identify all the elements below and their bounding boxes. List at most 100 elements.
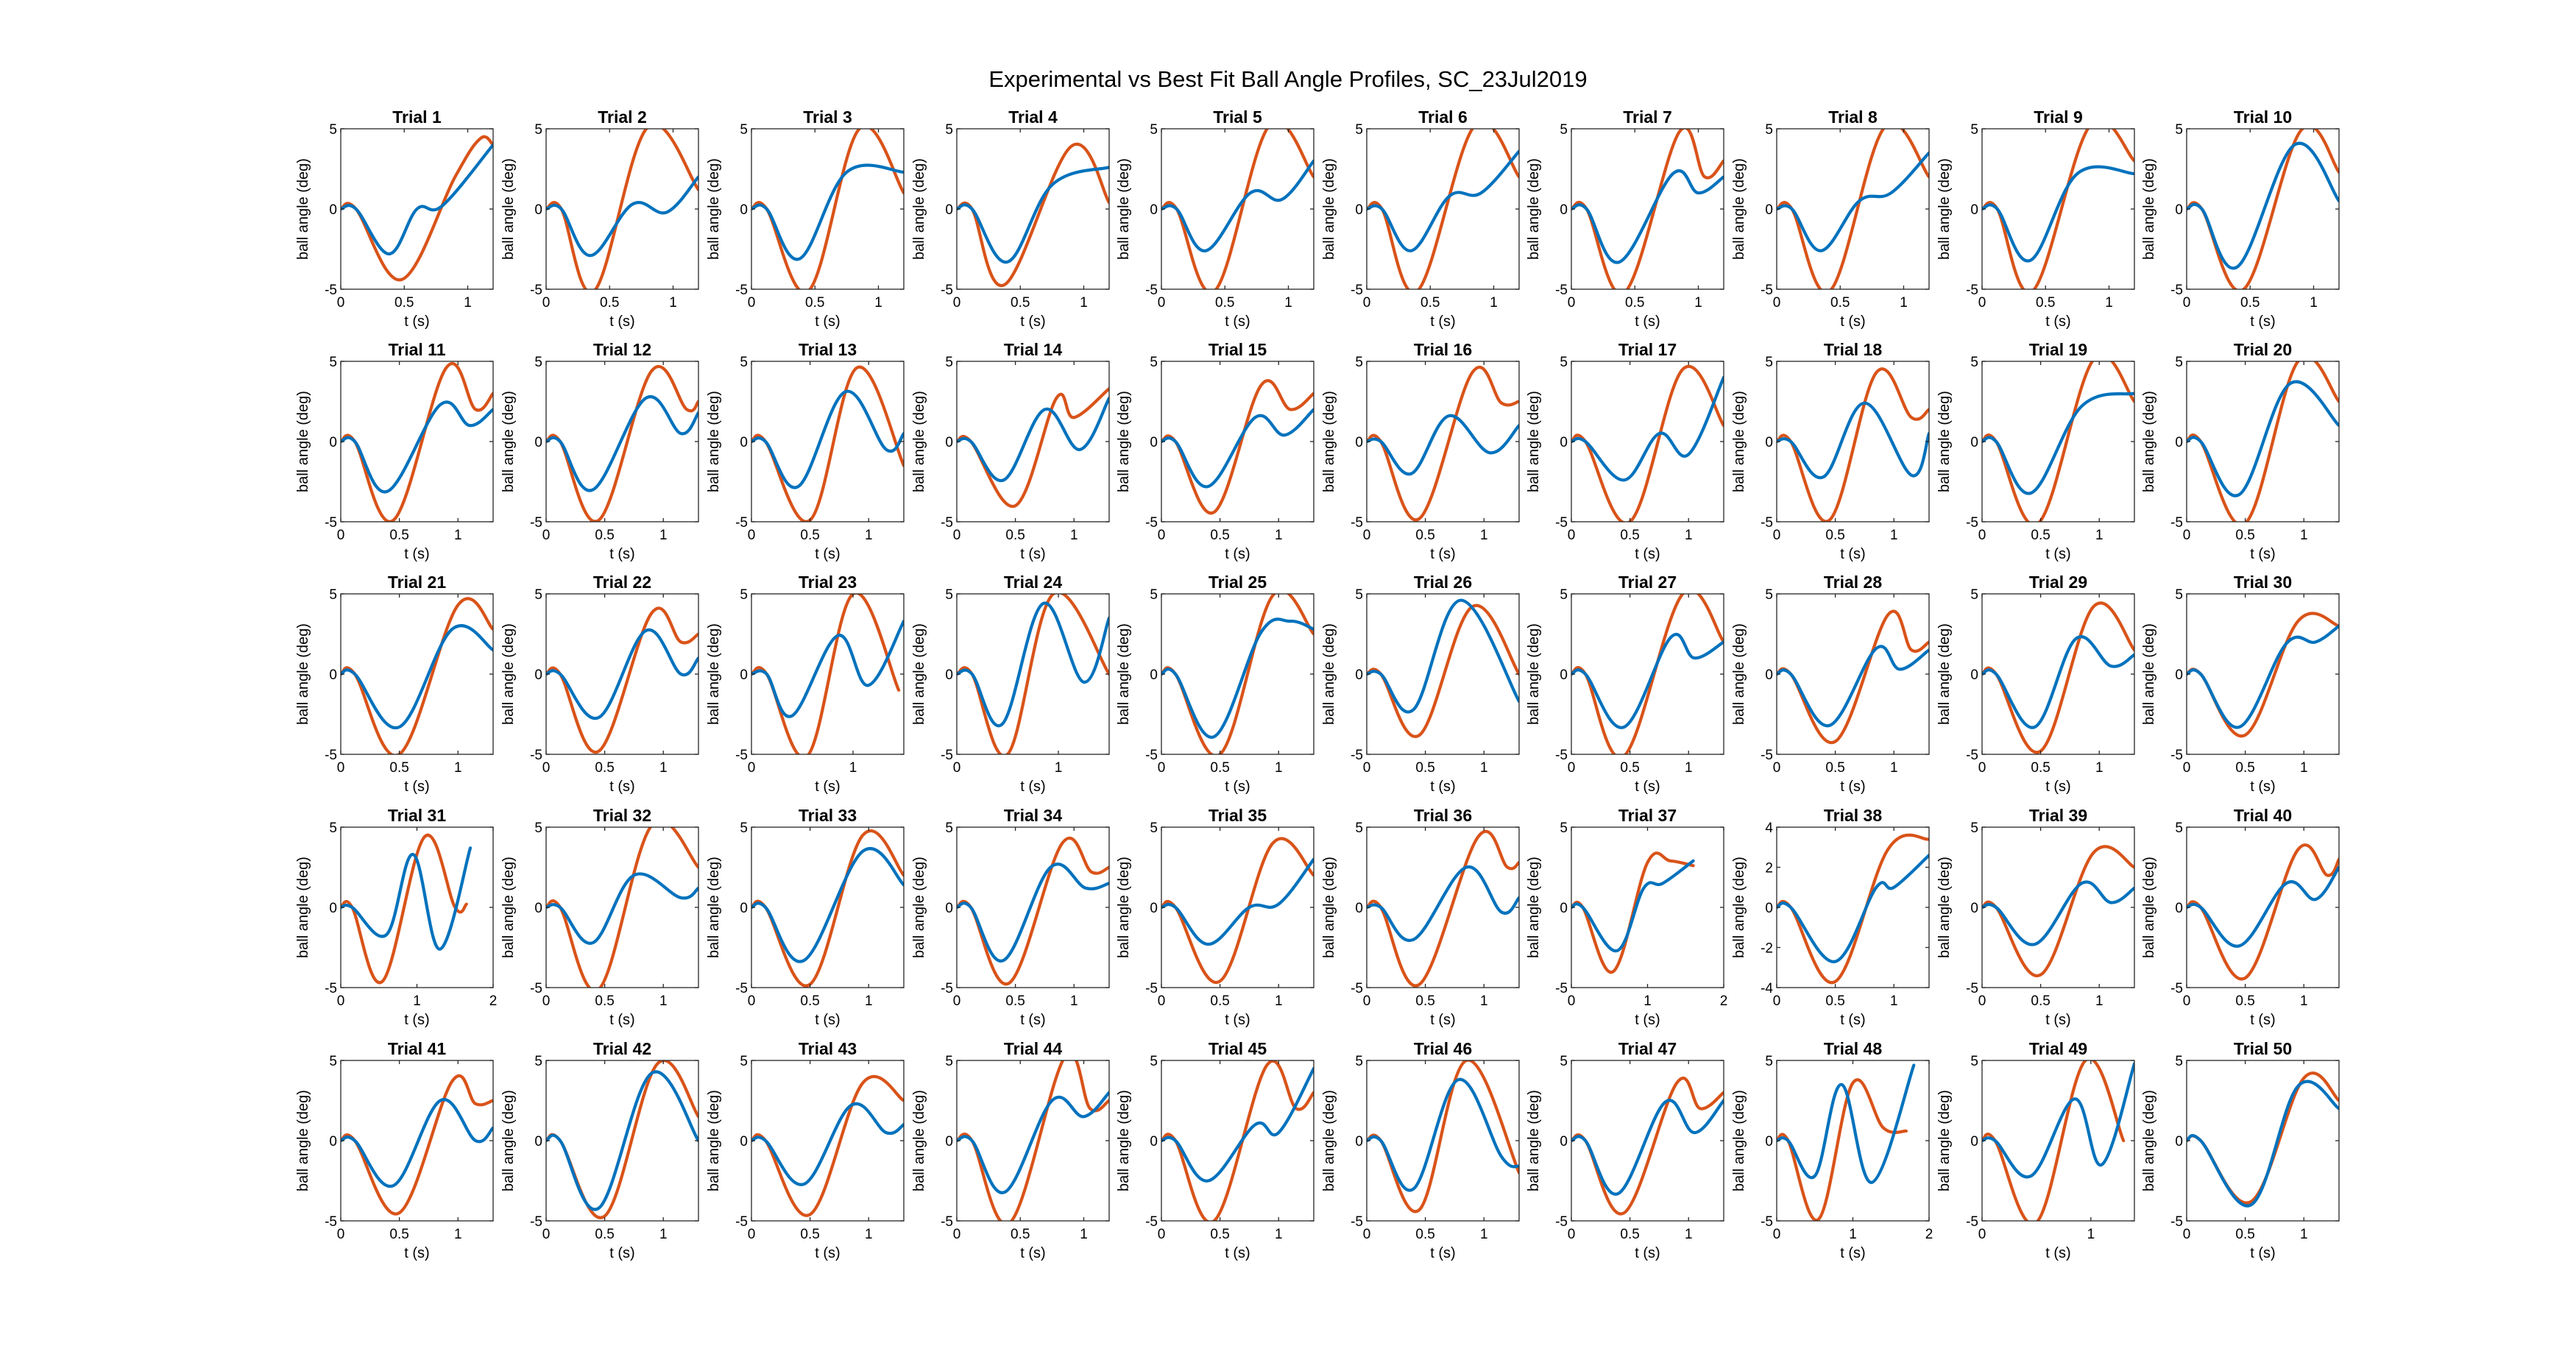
subplot-title: Trial 5 bbox=[1213, 107, 1262, 127]
y-axis-label: ball angle (deg) bbox=[1116, 857, 1132, 958]
y-tick-label: 5 bbox=[2175, 821, 2183, 836]
x-tick-label: 0 bbox=[542, 993, 551, 1009]
plot-lines bbox=[957, 1060, 1109, 1221]
axes-box bbox=[1776, 361, 1930, 522]
y-tick-label: -5 bbox=[2170, 1214, 2183, 1230]
x-tick-label: 0.5 bbox=[389, 528, 408, 543]
y-tick-label: 5 bbox=[1560, 821, 1568, 836]
subplot-38: Trial 38 -4 -2 0 2 4 0 0.5 1 t (s) ball angle (deg… bbox=[1731, 806, 1930, 1028]
y-tick-label: 0 bbox=[945, 667, 953, 683]
x-tick-label: 1 bbox=[1480, 528, 1488, 543]
y-tick-label: 5 bbox=[1970, 1054, 1978, 1069]
plot-lines bbox=[957, 387, 1109, 509]
x-axis-label: t (s) bbox=[609, 779, 634, 795]
subplot-title: Trial 45 bbox=[1209, 1039, 1267, 1058]
subplot-title: Trial 32 bbox=[593, 806, 651, 825]
subplot-title: Trial 23 bbox=[799, 573, 857, 592]
x-axis-label: t (s) bbox=[404, 313, 429, 330]
y-tick-label: 0 bbox=[1150, 1134, 1158, 1149]
x-tick-label: 0 bbox=[337, 760, 345, 776]
y-tick-label: -5 bbox=[1966, 1214, 1978, 1230]
subplot-title: Trial 7 bbox=[1623, 107, 1671, 127]
series-experimental bbox=[341, 143, 493, 256]
series-experimental bbox=[1777, 151, 1929, 252]
subplot-title: Trial 48 bbox=[1824, 1039, 1882, 1058]
x-tick-label: 0.5 bbox=[1620, 760, 1639, 776]
axes-box bbox=[1161, 593, 1314, 755]
series-best-fit bbox=[1571, 1076, 1724, 1216]
y-tick-label: 5 bbox=[1150, 355, 1158, 370]
subplot-title: Trial 42 bbox=[593, 1039, 651, 1058]
subplot-title: Trial 16 bbox=[1414, 340, 1472, 359]
y-tick-label: 5 bbox=[1355, 355, 1363, 370]
plot-lines bbox=[1571, 594, 1724, 754]
series-experimental bbox=[1982, 392, 2134, 495]
x-tick-label: 1 bbox=[659, 1227, 668, 1242]
y-axis-label: ball angle (deg) bbox=[911, 1090, 927, 1191]
plot-lines bbox=[751, 1074, 904, 1217]
y-tick-label: 0 bbox=[740, 202, 748, 218]
x-tick-label: 0.5 bbox=[2235, 993, 2254, 1009]
x-tick-label: 0.5 bbox=[1415, 993, 1434, 1009]
y-tick-label: 5 bbox=[740, 821, 748, 836]
x-axis-label: t (s) bbox=[609, 313, 634, 330]
x-tick-label: 0 bbox=[748, 993, 756, 1009]
y-tick-label: 0 bbox=[1970, 202, 1978, 218]
x-tick-label: 0 bbox=[542, 295, 551, 311]
y-tick-label: -5 bbox=[1761, 515, 1773, 531]
series-experimental bbox=[1777, 854, 1929, 963]
x-tick-label: 0 bbox=[1568, 993, 1576, 1009]
x-tick-label: 1 bbox=[454, 528, 462, 543]
y-tick-label: 5 bbox=[1150, 587, 1158, 603]
y-tick-label: -5 bbox=[1555, 748, 1568, 763]
series-experimental bbox=[1161, 1066, 1314, 1183]
x-tick-label: 0.5 bbox=[2031, 993, 2050, 1009]
plot-lines bbox=[1571, 365, 1724, 522]
x-tick-label: 1 bbox=[1070, 993, 1078, 1009]
x-axis-label: t (s) bbox=[404, 1245, 429, 1261]
series-best-fit bbox=[1982, 361, 2134, 522]
x-tick-label: 1 bbox=[1480, 1227, 1488, 1242]
x-tick-label: 1 bbox=[464, 295, 472, 311]
y-tick-label: 5 bbox=[329, 355, 337, 370]
series-best-fit bbox=[2187, 129, 2339, 289]
subplot-title: Trial 12 bbox=[593, 340, 651, 359]
x-tick-label: 0 bbox=[1773, 760, 1781, 776]
plot-lines bbox=[2187, 129, 2339, 289]
y-tick-label: 5 bbox=[1765, 587, 1773, 603]
axes-box bbox=[1981, 1060, 2135, 1222]
x-tick-label: 1 bbox=[1070, 528, 1078, 543]
x-axis-label: t (s) bbox=[2250, 313, 2275, 330]
x-tick-label: 0 bbox=[1568, 528, 1576, 543]
y-tick-label: 5 bbox=[1355, 587, 1363, 603]
y-tick-label: 0 bbox=[2175, 667, 2183, 683]
y-tick-label: 0 bbox=[534, 435, 542, 450]
subplot-title: Trial 38 bbox=[1824, 806, 1882, 825]
subplot-title: Trial 35 bbox=[1209, 806, 1267, 825]
series-experimental bbox=[1367, 414, 1519, 476]
x-tick-label: 0 bbox=[953, 1227, 961, 1242]
x-tick-label: 0 bbox=[953, 295, 961, 311]
series-experimental bbox=[1982, 165, 2134, 263]
x-tick-label: 1 bbox=[865, 528, 873, 543]
y-tick-label: 5 bbox=[329, 122, 337, 138]
series-best-fit bbox=[2187, 612, 2339, 738]
x-tick-label: 1 bbox=[1275, 760, 1283, 776]
x-axis-label: t (s) bbox=[1635, 546, 1660, 562]
axes-box bbox=[1366, 1060, 1520, 1222]
y-tick-label: -5 bbox=[1145, 1214, 1158, 1230]
axes-box bbox=[751, 826, 905, 988]
subplot-title: Trial 33 bbox=[799, 806, 857, 825]
figure-title: Experimental vs Best Fit Ball Angle Prof… bbox=[988, 66, 1587, 92]
y-axis-label: ball angle (deg) bbox=[911, 623, 927, 725]
subplot-title: Trial 49 bbox=[2029, 1039, 2087, 1058]
